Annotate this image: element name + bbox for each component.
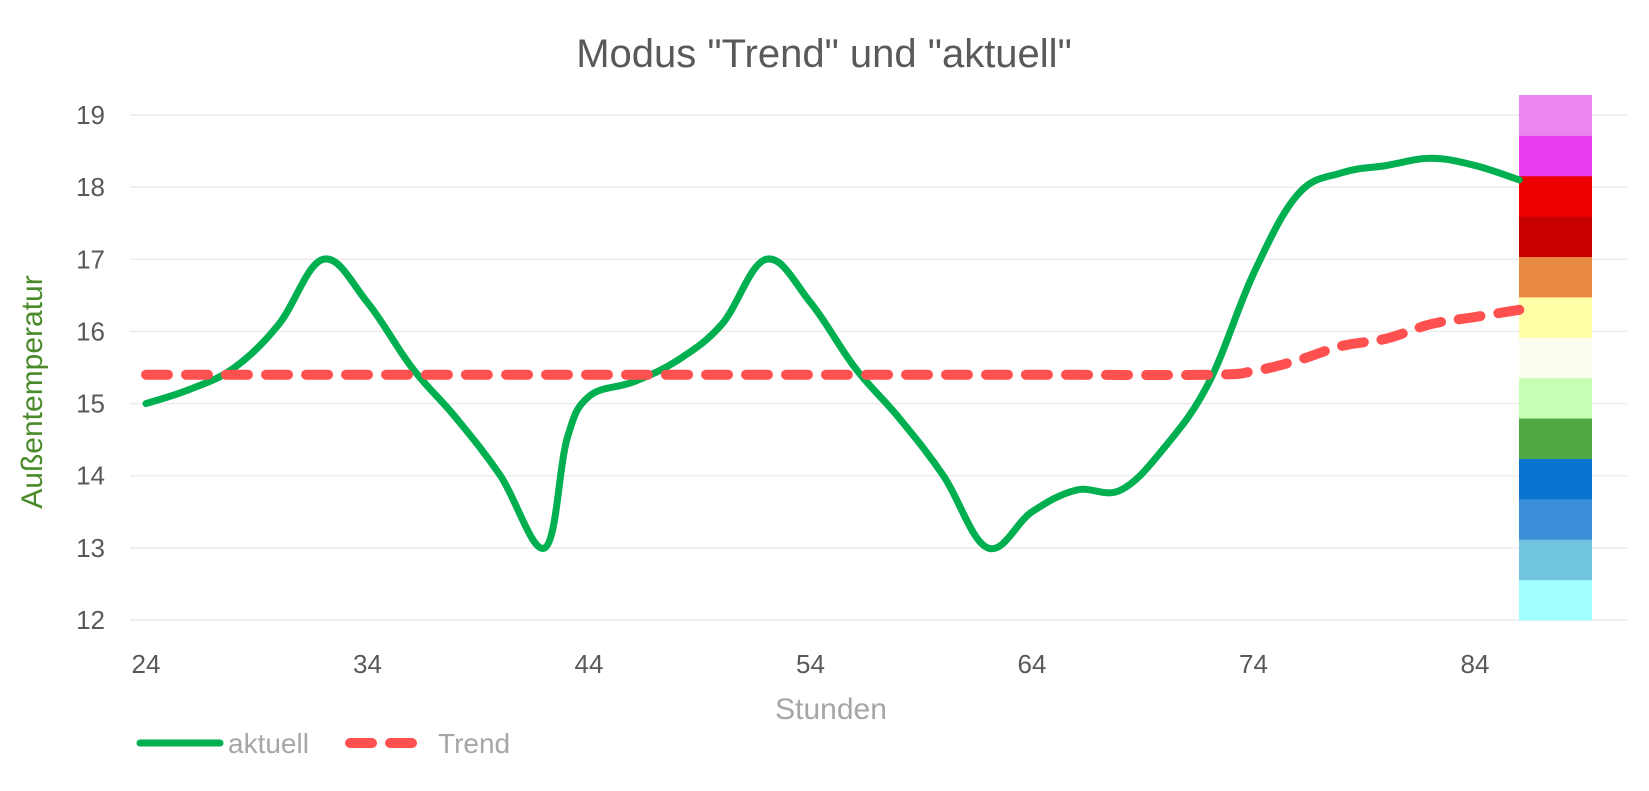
y-tick-label: 12 [76, 605, 105, 635]
x-tick-label: 34 [353, 649, 382, 679]
series-line-trend [141, 304, 1525, 381]
y-axis-label: Außentemperatur [16, 275, 49, 508]
color-scale [1519, 95, 1592, 621]
color-scale-segment-10 [1519, 216, 1592, 258]
y-tick-label: 13 [76, 533, 105, 563]
y-tick-label: 17 [76, 244, 105, 274]
color-scale-segment-8 [1519, 296, 1592, 338]
y-tick-label: 15 [76, 389, 105, 419]
grid-lines [130, 114, 1627, 621]
legend-label-aktuell: aktuell [228, 728, 309, 759]
series-lines [141, 154, 1525, 553]
y-axis-ticks: 12 13 14 15 16 17 18 19 [76, 100, 105, 635]
y-tick-label: 14 [76, 461, 105, 491]
color-scale-segment-1 [1519, 579, 1592, 621]
x-axis-ticks: 24 34 44 54 64 74 84 [132, 649, 1490, 679]
color-scale-segment-6 [1519, 377, 1592, 419]
color-scale-segment-7 [1519, 337, 1592, 379]
x-tick-label: 64 [1018, 649, 1047, 679]
color-scale-segment-3 [1519, 498, 1592, 540]
y-tick-label: 16 [76, 316, 105, 346]
color-scale-segment-4 [1519, 458, 1592, 500]
color-scale-segment-11 [1519, 175, 1592, 217]
color-scale-segment-5 [1519, 418, 1592, 459]
x-tick-label: 74 [1239, 649, 1268, 679]
y-tick-label: 18 [76, 172, 105, 202]
legend: aktuell Trend [136, 728, 510, 759]
x-tick-label: 54 [796, 649, 825, 679]
legend-label-trend: Trend [438, 728, 510, 759]
chart-title: Modus "Trend" und "aktuell" [576, 32, 1072, 76]
y-tick-label: 19 [76, 100, 105, 130]
series-line-aktuell [142, 154, 1523, 553]
x-tick-label: 44 [575, 649, 604, 679]
color-scale-segment-2 [1519, 539, 1592, 581]
x-axis-label: Stunden [775, 693, 887, 726]
x-tick-label: 24 [132, 649, 161, 679]
color-scale-segment-12 [1519, 135, 1592, 177]
x-tick-label: 84 [1461, 649, 1490, 679]
color-scale-segment-9 [1519, 256, 1592, 298]
color-scale-segment-13 [1519, 95, 1592, 136]
